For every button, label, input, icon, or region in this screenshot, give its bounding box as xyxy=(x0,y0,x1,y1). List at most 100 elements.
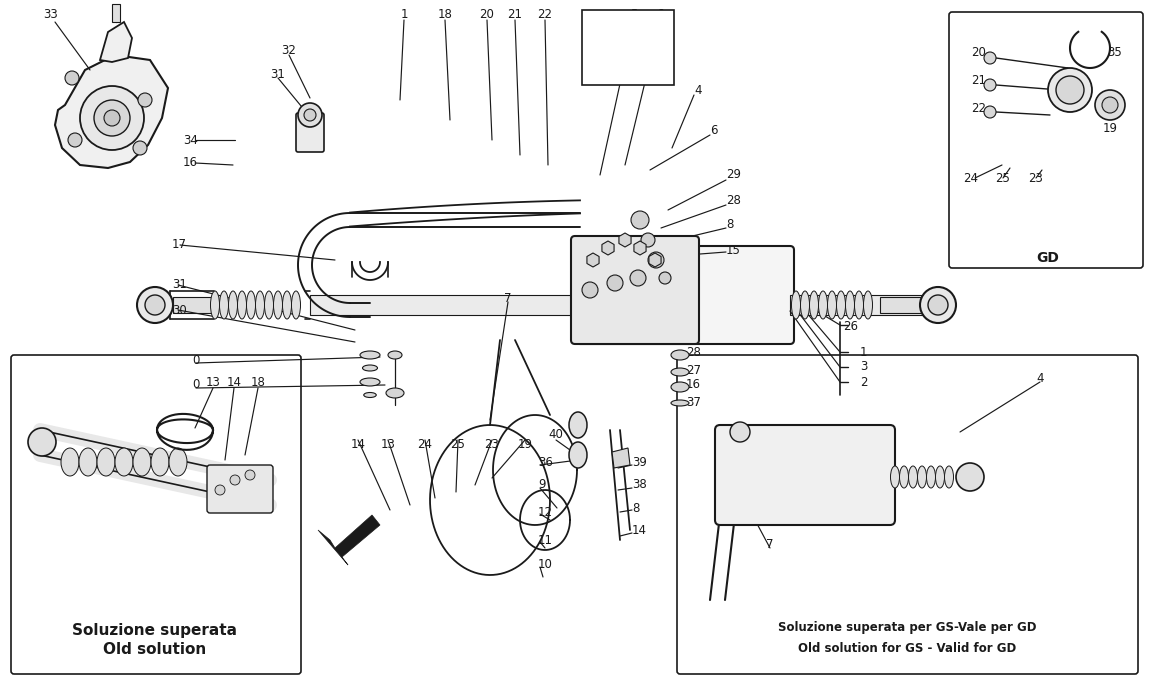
Text: Tav. 39: Tav. 39 xyxy=(605,31,651,44)
Text: 7: 7 xyxy=(504,292,512,305)
Circle shape xyxy=(68,133,82,147)
Text: 13: 13 xyxy=(206,376,221,389)
Circle shape xyxy=(1102,97,1118,113)
Ellipse shape xyxy=(283,291,291,319)
Text: 4: 4 xyxy=(693,83,701,96)
Ellipse shape xyxy=(238,291,246,319)
Text: 9: 9 xyxy=(538,479,545,492)
Circle shape xyxy=(81,86,144,150)
Text: 19: 19 xyxy=(518,438,532,451)
Ellipse shape xyxy=(819,291,828,319)
FancyBboxPatch shape xyxy=(207,465,273,513)
Text: Tab. 39: Tab. 39 xyxy=(604,53,652,66)
Text: 6: 6 xyxy=(710,124,718,137)
Ellipse shape xyxy=(274,291,283,319)
Text: 26: 26 xyxy=(843,320,858,333)
Text: 37: 37 xyxy=(687,395,700,408)
Text: 8: 8 xyxy=(726,219,734,232)
Bar xyxy=(112,4,120,22)
Ellipse shape xyxy=(854,291,864,319)
Ellipse shape xyxy=(169,448,187,476)
Text: 7: 7 xyxy=(766,538,774,551)
Ellipse shape xyxy=(908,466,918,488)
Text: GD: GD xyxy=(1036,251,1059,265)
Text: 31: 31 xyxy=(270,68,285,81)
Text: 21: 21 xyxy=(971,74,986,87)
Ellipse shape xyxy=(360,351,380,359)
Circle shape xyxy=(928,295,948,315)
FancyBboxPatch shape xyxy=(572,236,699,344)
Ellipse shape xyxy=(935,466,944,488)
Ellipse shape xyxy=(61,448,79,476)
Text: 30: 30 xyxy=(172,303,186,316)
Ellipse shape xyxy=(918,466,927,488)
Polygon shape xyxy=(100,22,132,62)
Text: 25: 25 xyxy=(996,171,1011,184)
Polygon shape xyxy=(612,448,630,468)
Text: 20: 20 xyxy=(971,46,986,59)
Ellipse shape xyxy=(151,448,169,476)
Circle shape xyxy=(304,109,316,121)
Ellipse shape xyxy=(864,291,873,319)
Circle shape xyxy=(730,422,750,442)
Text: 0: 0 xyxy=(192,378,200,391)
Text: 5: 5 xyxy=(630,8,638,21)
Polygon shape xyxy=(319,515,380,565)
Ellipse shape xyxy=(800,291,810,319)
Text: Soluzione superata per GS-Vale per GD: Soluzione superata per GS-Vale per GD xyxy=(777,622,1036,635)
Text: 22: 22 xyxy=(971,102,986,115)
Ellipse shape xyxy=(569,442,586,468)
Text: 16: 16 xyxy=(183,156,198,169)
Bar xyxy=(310,295,580,315)
Circle shape xyxy=(137,287,172,323)
Ellipse shape xyxy=(810,291,819,319)
Circle shape xyxy=(94,100,130,136)
Text: 33: 33 xyxy=(44,8,59,21)
Text: 15: 15 xyxy=(726,244,741,257)
Circle shape xyxy=(630,270,646,286)
Ellipse shape xyxy=(363,393,376,398)
Circle shape xyxy=(647,252,664,268)
Ellipse shape xyxy=(115,448,133,476)
Circle shape xyxy=(631,211,649,229)
Text: 19: 19 xyxy=(1103,122,1118,135)
Ellipse shape xyxy=(388,351,402,359)
Ellipse shape xyxy=(890,466,899,488)
FancyBboxPatch shape xyxy=(715,425,895,525)
Ellipse shape xyxy=(670,368,689,376)
Circle shape xyxy=(133,141,147,155)
Ellipse shape xyxy=(255,291,264,319)
Circle shape xyxy=(984,52,996,64)
Text: 13: 13 xyxy=(381,438,396,451)
Text: 32: 32 xyxy=(282,44,297,57)
Ellipse shape xyxy=(291,291,300,319)
Ellipse shape xyxy=(828,291,836,319)
Text: 34: 34 xyxy=(183,133,198,146)
Circle shape xyxy=(230,475,240,485)
Circle shape xyxy=(641,233,656,247)
Text: 23: 23 xyxy=(1028,171,1043,184)
Ellipse shape xyxy=(670,400,689,406)
Circle shape xyxy=(138,93,152,107)
Circle shape xyxy=(28,428,56,456)
Circle shape xyxy=(1056,76,1084,104)
Ellipse shape xyxy=(670,350,689,360)
Text: 11: 11 xyxy=(538,533,553,546)
Text: 3: 3 xyxy=(860,361,867,374)
Circle shape xyxy=(104,110,120,126)
Text: 35: 35 xyxy=(1107,46,1122,59)
Text: 36: 36 xyxy=(538,456,553,469)
Ellipse shape xyxy=(386,388,404,398)
Polygon shape xyxy=(55,55,168,168)
Text: 23: 23 xyxy=(484,438,499,451)
Text: 28: 28 xyxy=(726,193,741,206)
Text: 10: 10 xyxy=(538,559,553,572)
FancyBboxPatch shape xyxy=(949,12,1143,268)
Bar xyxy=(880,297,936,313)
Text: 25: 25 xyxy=(451,438,466,451)
Text: 28: 28 xyxy=(687,346,700,359)
Text: 27: 27 xyxy=(687,363,702,376)
Text: 18: 18 xyxy=(251,376,266,389)
Ellipse shape xyxy=(133,448,151,476)
Circle shape xyxy=(984,106,996,118)
